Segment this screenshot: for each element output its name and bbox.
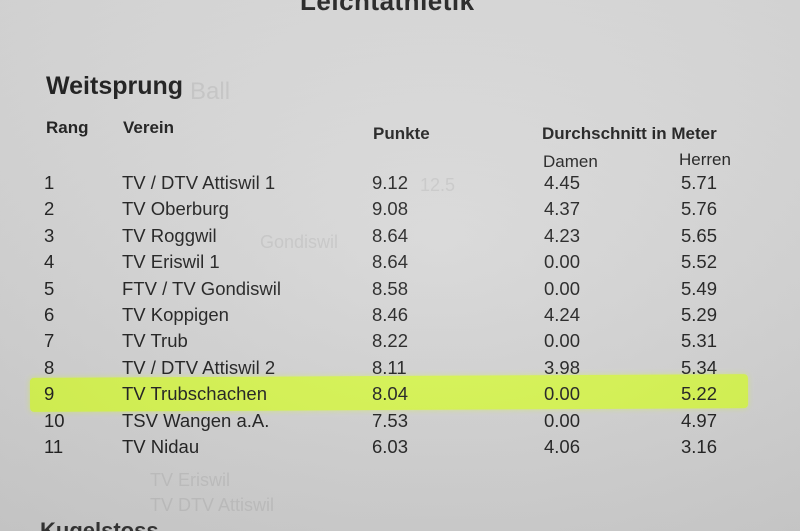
table-row: 7 TV Trub 8.22 0.00 5.31 bbox=[0, 330, 800, 356]
cell-damen: 0.00 bbox=[544, 330, 581, 352]
cell-rang: 2 bbox=[44, 198, 55, 220]
cropped-next-heading: Kugelstoss bbox=[40, 518, 159, 531]
cell-punkte: 8.04 bbox=[372, 383, 409, 405]
cell-herren: 4.97 bbox=[681, 409, 718, 431]
column-header-herren: Herren bbox=[679, 150, 731, 169]
cell-herren: 5.34 bbox=[681, 356, 718, 378]
show-through-text: 12.5 bbox=[420, 175, 456, 195]
cell-punkte: 8.22 bbox=[372, 330, 409, 352]
cell-damen: 4.37 bbox=[544, 198, 581, 220]
cell-herren: 5.71 bbox=[681, 172, 718, 193]
cell-punkte: 9.08 bbox=[372, 198, 409, 220]
cell-verein: TV Trub bbox=[122, 330, 188, 352]
table-row: 4 TV Eriswil 1 8.64 0.00 5.52 bbox=[0, 251, 800, 277]
cell-herren: 5.31 bbox=[681, 330, 718, 352]
cell-herren: 5.52 bbox=[681, 251, 718, 273]
cell-punkte: 8.64 bbox=[372, 224, 409, 246]
column-header-rang: Rang bbox=[46, 118, 89, 137]
cell-punkte: 8.58 bbox=[372, 277, 409, 299]
cell-rang: 4 bbox=[44, 251, 55, 273]
cell-herren: 5.76 bbox=[681, 198, 718, 220]
cell-herren: 5.29 bbox=[681, 304, 718, 325]
cell-damen: 0.00 bbox=[544, 409, 581, 431]
cell-verein: TV Nidau bbox=[122, 436, 200, 457]
cell-herren: 5.65 bbox=[681, 224, 718, 246]
column-header-verein: Verein bbox=[123, 118, 175, 137]
table-row: 11 TV Nidau 6.03 4.06 3.16 bbox=[0, 436, 800, 462]
show-through-text: Gondiswil bbox=[260, 232, 339, 252]
table-row: 2 TV Oberburg 9.08 4.37 5.76 bbox=[0, 198, 800, 224]
cell-punkte: 8.64 bbox=[372, 251, 409, 273]
cell-verein: TV Eriswil 1 bbox=[122, 251, 220, 273]
cell-damen: 4.45 bbox=[544, 172, 581, 193]
show-through-text: TV Eriswil bbox=[150, 470, 230, 490]
section-title: Weitsprung bbox=[46, 72, 184, 100]
cell-rang: 7 bbox=[44, 330, 55, 352]
column-header-damen: Damen bbox=[543, 152, 598, 171]
table-row: 5 FTV / TV Gondiswil 8.58 0.00 5.49 bbox=[0, 278, 800, 304]
cropped-page-heading: Leichtathletik bbox=[300, 0, 475, 16]
cell-verein: TV Trubschachen bbox=[122, 383, 267, 405]
cell-damen: 3.98 bbox=[544, 356, 581, 378]
cell-punkte: 6.03 bbox=[372, 436, 409, 457]
table-row: 1 TV / DTV Attiswil 1 9.12 4.45 5.71 bbox=[0, 172, 800, 198]
cell-rang: 1 bbox=[44, 172, 55, 193]
cell-damen: 0.00 bbox=[544, 277, 581, 299]
cell-verein: TV Roggwil bbox=[122, 224, 217, 246]
cell-rang: 11 bbox=[44, 436, 64, 457]
cell-punkte: 9.12 bbox=[372, 172, 409, 193]
table-row: 10 TSV Wangen a.A. 7.53 0.00 4.97 bbox=[0, 410, 800, 436]
cell-verein: TV / DTV Attiswil 1 bbox=[122, 172, 276, 193]
cell-damen: 0.00 bbox=[544, 251, 581, 273]
cell-rang: 9 bbox=[44, 383, 55, 405]
cell-herren: 5.22 bbox=[681, 383, 718, 405]
cell-rang: 8 bbox=[44, 356, 55, 378]
column-header-punkte: Punkte bbox=[373, 124, 430, 143]
cell-verein: TV / DTV Attiswil 2 bbox=[122, 356, 276, 378]
cell-verein: FTV / TV Gondiswil bbox=[122, 277, 282, 299]
table-row: 9 TV Trubschachen 8.04 0.00 5.22 bbox=[0, 383, 800, 409]
cell-rang: 3 bbox=[44, 224, 55, 246]
cell-damen: 4.24 bbox=[544, 304, 581, 325]
cell-verein: TV Koppigen bbox=[122, 304, 229, 325]
column-header-durchschnitt: Durchschnitt in Meter bbox=[542, 124, 717, 143]
cell-rang: 10 bbox=[44, 409, 65, 431]
cell-punkte: 7.53 bbox=[372, 409, 409, 431]
cell-damen: 0.00 bbox=[544, 383, 581, 405]
cell-damen: 4.06 bbox=[544, 436, 581, 457]
cell-verein: TSV Wangen a.A. bbox=[122, 409, 270, 431]
cell-punkte: 8.11 bbox=[372, 356, 407, 378]
show-through-text: TV DTV Attiswil bbox=[150, 495, 275, 515]
show-through-text: Ball bbox=[190, 78, 231, 105]
cell-punkte: 8.46 bbox=[372, 304, 409, 325]
cell-rang: 6 bbox=[44, 304, 55, 325]
cell-damen: 4.23 bbox=[544, 224, 581, 246]
table-row: 3 TV Roggwil 8.64 4.23 5.65 bbox=[0, 225, 800, 251]
table-row: 8 TV / DTV Attiswil 2 8.11 3.98 5.34 bbox=[0, 357, 800, 383]
table-row: 6 TV Koppigen 8.46 4.24 5.29 bbox=[0, 304, 800, 330]
cell-rang: 5 bbox=[44, 277, 55, 299]
cell-herren: 5.49 bbox=[681, 277, 718, 299]
cell-herren: 3.16 bbox=[681, 436, 718, 457]
cell-verein: TV Oberburg bbox=[122, 198, 229, 220]
